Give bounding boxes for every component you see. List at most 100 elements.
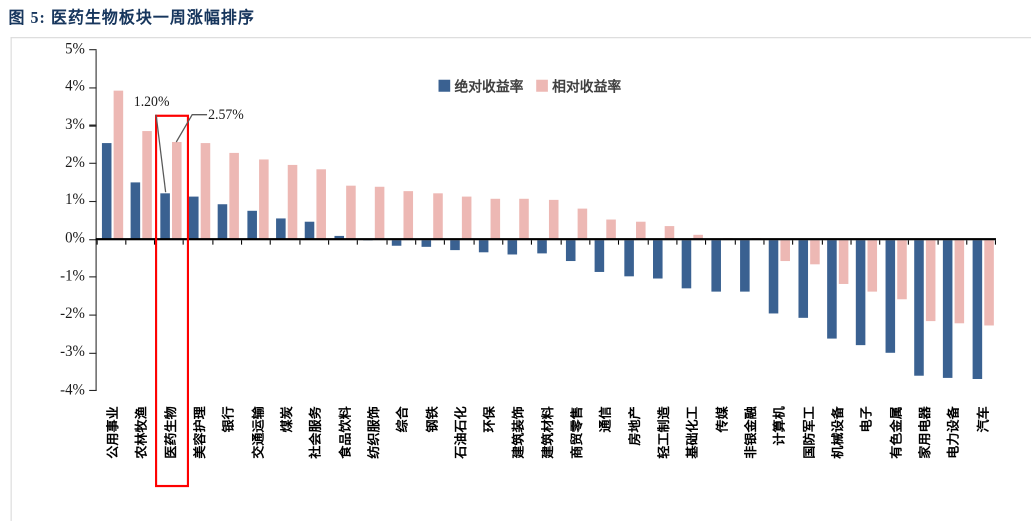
- bar-rel-美容护理: [201, 143, 211, 239]
- bar-rel-钢铁: [433, 193, 443, 239]
- bar-abs-交通运输: [247, 211, 257, 239]
- y-axis-tick-label: -2%: [36, 307, 85, 322]
- x-axis-tick: [241, 240, 242, 244]
- legend-label-absolute-return: 绝对收益率: [454, 75, 523, 96]
- x-axis-tick: [734, 240, 735, 244]
- x-axis-tick: [212, 240, 213, 244]
- x-axis-tick: [502, 240, 503, 244]
- x-axis-tick: [995, 240, 996, 244]
- bar-abs-美容护理: [189, 196, 199, 239]
- category-label-煤炭: 煤炭: [279, 406, 294, 526]
- bar-rel-房地产: [636, 221, 646, 239]
- category-label-汽车: 汽车: [975, 406, 990, 526]
- bar-rel-银行: [230, 152, 240, 239]
- bar-abs-煤炭: [276, 218, 286, 239]
- bar-rel-食品饮料: [346, 186, 356, 239]
- bar-abs-银行: [218, 204, 228, 239]
- x-axis-tick: [937, 240, 938, 244]
- bar-rel-社会服务: [317, 169, 327, 239]
- x-axis-tick: [763, 240, 764, 244]
- bar-rel-公用事业: [114, 90, 124, 239]
- legend-item-relative-return: 相对收益率: [536, 75, 621, 96]
- y-axis-tick: [89, 201, 96, 202]
- y-axis-tick: [89, 277, 96, 278]
- x-axis-tick: [299, 240, 300, 244]
- x-axis-tick: [966, 240, 967, 244]
- highlight-box-pharma-biotech: [155, 115, 189, 487]
- bar-abs-建筑材料: [537, 240, 547, 253]
- bar-rel-电力设备: [955, 240, 965, 323]
- y-axis-tick: [89, 352, 96, 353]
- x-axis-tick: [270, 240, 271, 244]
- category-label-农林牧渔: 农林牧渔: [134, 406, 149, 526]
- bar-rel-建筑材料: [549, 200, 559, 239]
- x-axis-zero-line: [96, 238, 996, 240]
- category-label-纺织服饰: 纺织服饰: [366, 406, 381, 526]
- bar-rel-商贸零售: [578, 208, 588, 239]
- bar-rel-机械设备: [839, 240, 849, 284]
- category-label-传媒: 传媒: [714, 406, 729, 526]
- x-axis-tick: [444, 240, 445, 244]
- y-axis-tick-label: 1%: [36, 194, 85, 209]
- y-axis-tick-label: -1%: [36, 269, 85, 284]
- bar-abs-社会服务: [305, 222, 315, 239]
- legend-swatch-relative-return: [536, 80, 548, 92]
- category-label-电力设备: 电力设备: [946, 406, 961, 526]
- category-label-建筑材料: 建筑材料: [540, 406, 555, 526]
- y-axis-tick-label: -3%: [36, 345, 85, 360]
- bar-abs-通信: [595, 240, 605, 271]
- bar-abs-环保: [479, 240, 489, 252]
- category-label-交通运输: 交通运输: [250, 406, 265, 526]
- bar-abs-房地产: [624, 240, 634, 276]
- x-axis-tick: [879, 240, 880, 244]
- bar-abs-建筑装饰: [508, 240, 518, 254]
- y-axis-tick: [89, 87, 96, 88]
- x-axis-tick: [125, 240, 126, 244]
- x-axis-tick: [705, 240, 706, 244]
- bar-abs-轻工制造: [653, 240, 663, 279]
- x-axis-tick: [821, 240, 822, 244]
- bar-abs-家用电器: [914, 240, 924, 376]
- category-label-计算机: 计算机: [772, 406, 787, 526]
- bar-rel-计算机: [781, 240, 791, 261]
- category-label-房地产: 房地产: [627, 406, 642, 526]
- category-label-电子: 电子: [859, 406, 874, 526]
- category-label-银行: 银行: [221, 406, 236, 526]
- x-axis-tick: [560, 240, 561, 244]
- bar-rel-汽车: [984, 240, 994, 325]
- x-axis-tick: [96, 240, 97, 244]
- y-axis-line: [96, 50, 97, 391]
- bar-abs-电力设备: [943, 240, 953, 378]
- x-axis-tick: [415, 240, 416, 244]
- bar-abs-传媒: [711, 240, 721, 292]
- bar-rel-环保: [491, 198, 501, 239]
- bar-abs-计算机: [769, 240, 779, 313]
- bar-abs-钢铁: [421, 240, 431, 246]
- y-axis-tick-label: -4%: [36, 383, 85, 398]
- bar-abs-非银金融: [740, 240, 750, 291]
- bar-abs-基础化工: [682, 240, 692, 288]
- x-axis-tick: [908, 240, 909, 244]
- y-axis-tick: [89, 125, 96, 126]
- category-label-公用事业: 公用事业: [105, 406, 120, 526]
- bar-rel-建筑装饰: [520, 199, 530, 239]
- bar-abs-汽车: [972, 240, 982, 379]
- category-label-通信: 通信: [598, 406, 613, 526]
- figure-title: 图 5: 医药生物板块一周涨幅排序: [8, 5, 254, 28]
- y-axis-tick-label: 3%: [36, 118, 85, 133]
- category-label-有色金属: 有色金属: [888, 406, 903, 526]
- bar-rel-交通运输: [259, 159, 269, 239]
- legend-label-relative-return: 相对收益率: [552, 75, 621, 96]
- bar-rel-通信: [607, 219, 617, 239]
- y-axis-tick: [89, 314, 96, 315]
- legend-item-absolute-return: 绝对收益率: [439, 75, 524, 96]
- category-label-国防军工: 国防军工: [801, 406, 816, 526]
- bar-rel-有色金属: [897, 240, 907, 299]
- y-axis-tick: [89, 49, 96, 50]
- x-axis-tick: [647, 240, 648, 244]
- x-axis-tick: [589, 240, 590, 244]
- category-label-综合: 综合: [395, 406, 410, 526]
- legend-swatch-absolute-return: [439, 80, 451, 92]
- category-label-石油石化: 石油石化: [453, 406, 468, 526]
